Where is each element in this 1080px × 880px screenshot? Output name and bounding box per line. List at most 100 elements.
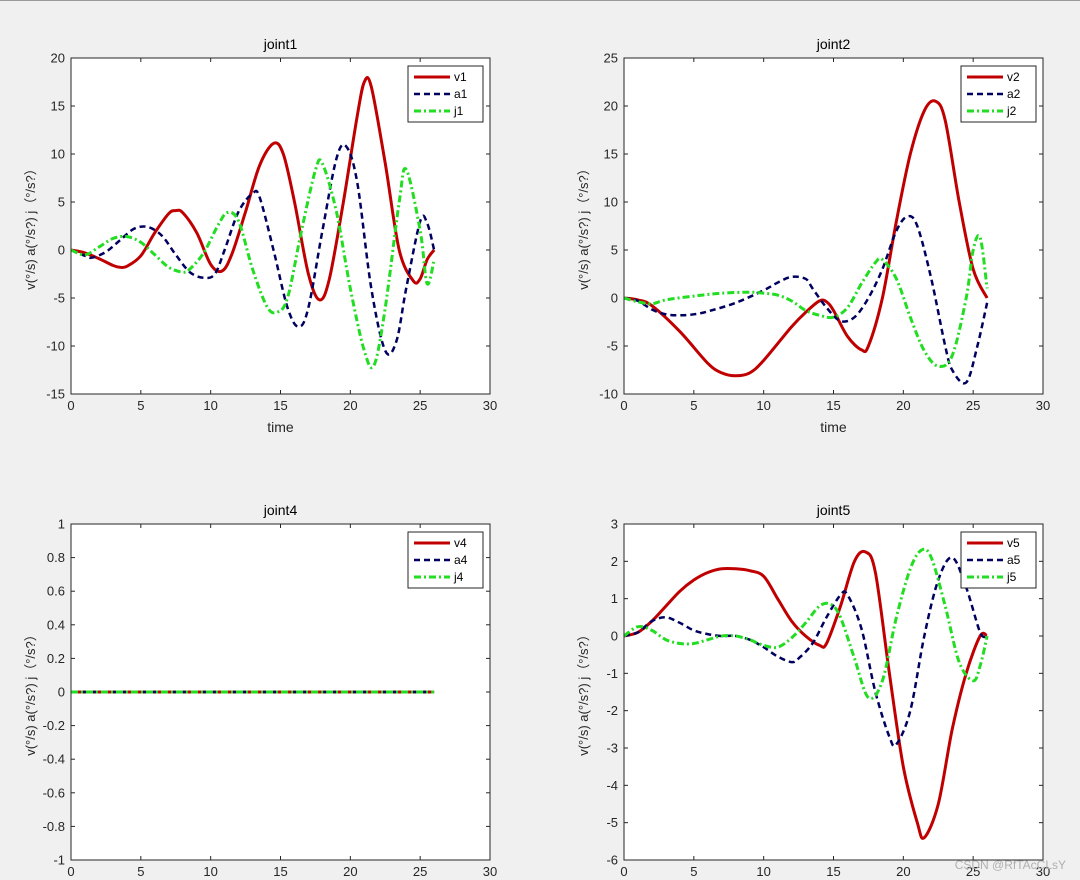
y-tick-label: -1 [606,666,618,681]
x-tick-label: 15 [273,864,287,879]
x-axis-label: time [267,419,294,435]
legend-label-v2: v2 [1007,70,1020,84]
series-line-v1 [70,76,436,302]
axes-box [70,523,491,861]
x-tick-label: 0 [67,864,74,879]
window-top-border [0,0,1080,1]
x-tick-label: 25 [966,398,980,413]
legend: v4 a4 j4 [407,531,484,589]
legend-label-v5: v5 [1007,536,1020,550]
series-line-a1 [70,143,436,356]
x-tick-label: 20 [896,864,910,879]
x-tick-label: 25 [413,864,427,879]
y-tick-label: -0.2 [43,718,65,733]
y-tick-label: 0.6 [47,584,65,599]
chart-panel-joint2: 0 5 10 15 20 25 30 -10 -5 0 5 10 15 20 25 joint2 time v(°… [576,36,1050,435]
legend: v1 a1 j1 [407,65,484,123]
y-axis-label: v(°/s) a(°/s?) j（°/s?） [23,162,38,290]
legend-label-a4: a4 [454,553,468,567]
x-tick-label: 30 [1036,864,1050,879]
y-tick-label: 10 [604,195,618,210]
axes-box [70,57,491,395]
watermark: CSDN @RfTAcCLsY [954,858,1066,872]
y-tick-label: 1 [611,591,618,606]
x-tick-label: 30 [483,398,497,413]
y-tick-label: -5 [53,291,65,306]
x-tick-label: 10 [756,398,770,413]
series-line-a2 [623,214,989,385]
y-tick-label: 0 [58,685,65,700]
x-tick-label: 30 [483,864,497,879]
chart-title: joint5 [816,502,851,518]
y-tick-label: 2 [611,554,618,569]
series-line-j1 [70,158,436,370]
x-tick-label: 0 [67,398,74,413]
y-tick-label: 5 [611,243,618,258]
axes-box [623,57,1044,395]
y-tick-label: 0 [611,629,618,644]
legend-label-v4: v4 [454,536,467,550]
x-tick-label: 15 [273,398,287,413]
y-tick-label: 5 [58,195,65,210]
legend-label-j4: j4 [453,570,464,584]
series-line-a5 [623,556,988,748]
y-tick-label: -0.8 [43,819,65,834]
x-tick-label: 5 [137,864,144,879]
y-tick-label: -1 [53,853,65,868]
y-tick-label: 20 [604,99,618,114]
legend-label-j2: j2 [1006,104,1017,118]
y-tick-label: -0.4 [43,752,65,767]
x-tick-label: 0 [620,864,627,879]
x-tick-label: 0 [620,398,627,413]
legend-label-v1: v1 [454,70,467,84]
x-tick-label: 10 [203,864,217,879]
x-tick-label: 10 [203,398,217,413]
x-tick-label: 20 [343,864,357,879]
legend: v2 a2 j2 [960,65,1037,123]
y-tick-label: -6 [606,853,618,868]
y-tick-label: 15 [51,99,65,114]
y-tick-label: 25 [604,51,618,66]
chart-panel-joint5: 0 5 10 15 20 25 30 -6 -5 -4 -3 -2 -1 0 1 2 3 joint5 v(°/s)… [576,502,1050,879]
y-tick-label: 15 [604,147,618,162]
x-tick-label: 5 [690,398,697,413]
y-tick-label: -10 [46,339,65,354]
y-tick-label: 1 [58,517,65,532]
series-line-v2 [623,99,989,378]
legend-label-j1: j1 [453,104,464,118]
y-tick-label: 10 [51,147,65,162]
x-tick-label: 25 [413,398,427,413]
y-tick-label: -5 [606,815,618,830]
chart-title: joint1 [263,36,298,52]
legend-label-a1: a1 [454,87,468,101]
x-tick-label: 30 [1036,398,1050,413]
y-tick-label: -5 [606,339,618,354]
x-tick-label: 20 [896,398,910,413]
x-tick-label: 15 [826,398,840,413]
x-axis-label: time [820,419,847,435]
axes-box [623,523,1044,861]
y-tick-label: 0.8 [47,550,65,565]
y-axis-label: v(°/s) a(°/s?) j（°/s?） [23,628,38,756]
legend: v5 a5 j5 [960,531,1037,589]
y-tick-label: -4 [606,778,618,793]
chart-panel-joint1: 0 5 10 15 20 25 30 -15 -10 -5 0 5 10 15 20 joint1 time v(… [23,36,497,435]
y-tick-label: -2 [606,703,618,718]
legend-label-a5: a5 [1007,553,1021,567]
x-tick-label: 5 [690,864,697,879]
x-tick-label: 10 [756,864,770,879]
y-tick-label: -0.6 [43,785,65,800]
chart-panel-joint4: 0 5 10 15 20 25 30 -1 -0.8 -0.6 -0.4 -0.2 0 0.2 0.4 0.6… [23,502,497,879]
series-line-v5 [623,549,988,840]
y-tick-label: 20 [51,51,65,66]
x-tick-label: 20 [343,398,357,413]
legend-label-j5: j5 [1006,570,1017,584]
y-tick-label: 0.4 [47,617,65,632]
y-tick-label: -3 [606,741,618,756]
series-line-j2 [623,233,989,368]
y-tick-label: 0 [58,243,65,258]
y-tick-label: -10 [599,387,618,402]
y-axis-label: v(°/s) a(°/s?) j（°/s?） [576,162,591,290]
y-tick-label: 3 [611,517,618,532]
